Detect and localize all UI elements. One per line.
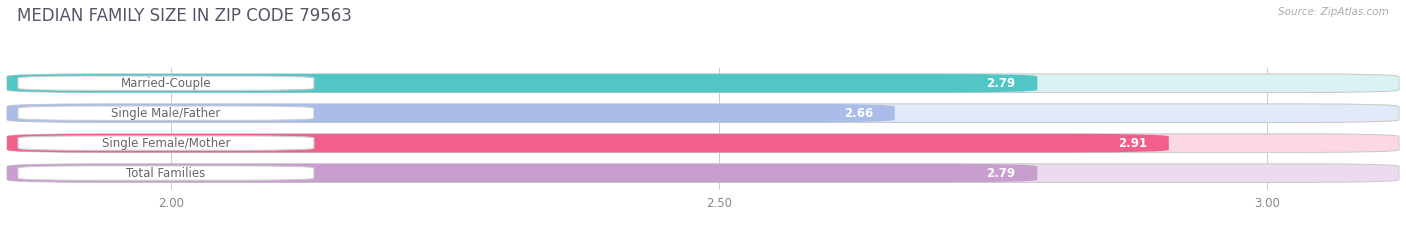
Text: Single Female/Mother: Single Female/Mother bbox=[101, 137, 231, 150]
Text: MEDIAN FAMILY SIZE IN ZIP CODE 79563: MEDIAN FAMILY SIZE IN ZIP CODE 79563 bbox=[17, 7, 352, 25]
FancyBboxPatch shape bbox=[7, 164, 1038, 182]
Text: 2.91: 2.91 bbox=[1118, 137, 1147, 150]
FancyBboxPatch shape bbox=[7, 164, 1399, 182]
FancyBboxPatch shape bbox=[18, 166, 314, 180]
FancyBboxPatch shape bbox=[7, 134, 1399, 152]
Text: Source: ZipAtlas.com: Source: ZipAtlas.com bbox=[1278, 7, 1389, 17]
Text: 2.79: 2.79 bbox=[986, 167, 1015, 180]
FancyBboxPatch shape bbox=[18, 76, 314, 90]
Text: Total Families: Total Families bbox=[127, 167, 205, 180]
Text: Married-Couple: Married-Couple bbox=[121, 77, 211, 90]
FancyBboxPatch shape bbox=[18, 136, 314, 150]
FancyBboxPatch shape bbox=[7, 74, 1038, 93]
FancyBboxPatch shape bbox=[7, 104, 894, 123]
FancyBboxPatch shape bbox=[18, 106, 314, 120]
Text: 2.79: 2.79 bbox=[986, 77, 1015, 90]
Text: Single Male/Father: Single Male/Father bbox=[111, 107, 221, 120]
FancyBboxPatch shape bbox=[7, 74, 1399, 93]
FancyBboxPatch shape bbox=[7, 104, 1399, 123]
Text: 2.66: 2.66 bbox=[844, 107, 873, 120]
FancyBboxPatch shape bbox=[7, 134, 1168, 152]
